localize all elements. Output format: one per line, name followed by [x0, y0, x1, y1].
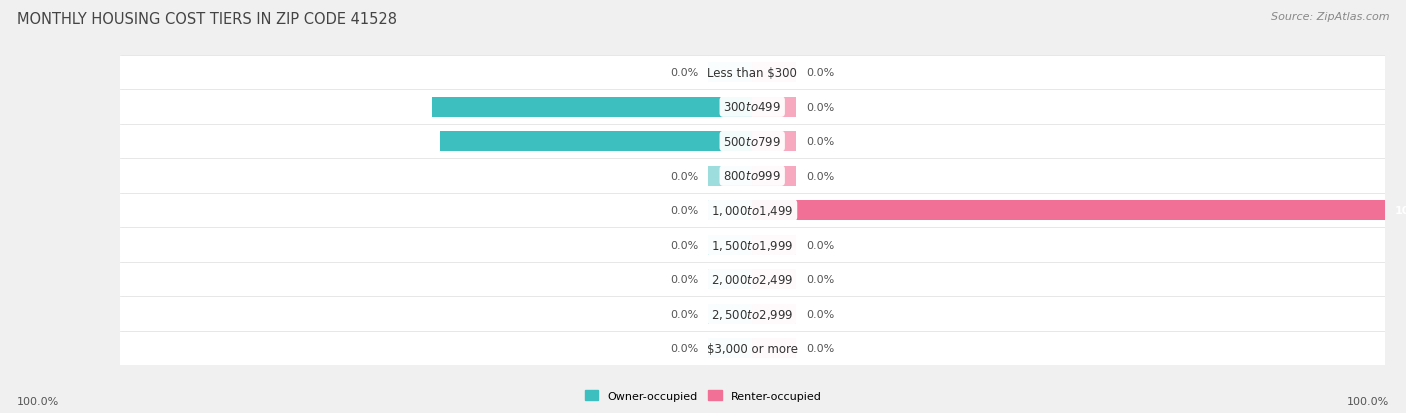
Text: 0.0%: 0.0%: [671, 309, 699, 319]
Text: 0.0%: 0.0%: [671, 206, 699, 216]
FancyBboxPatch shape: [120, 331, 1385, 366]
Text: 100.0%: 100.0%: [17, 396, 59, 406]
Text: $2,500 to $2,999: $2,500 to $2,999: [711, 307, 793, 321]
Bar: [709, 235, 752, 255]
Text: 0.0%: 0.0%: [806, 309, 834, 319]
Text: $300 to $499: $300 to $499: [723, 101, 782, 114]
Bar: [709, 304, 752, 324]
Text: 0.0%: 0.0%: [806, 137, 834, 147]
Text: 0.0%: 0.0%: [806, 240, 834, 250]
Bar: [752, 63, 796, 83]
FancyBboxPatch shape: [120, 125, 1385, 159]
Bar: [432, 97, 752, 117]
FancyBboxPatch shape: [120, 193, 1385, 228]
Text: $2,000 to $2,499: $2,000 to $2,499: [711, 273, 793, 287]
Text: $1,500 to $1,999: $1,500 to $1,999: [711, 238, 793, 252]
Bar: [752, 235, 796, 255]
Text: 0.0%: 0.0%: [671, 343, 699, 353]
FancyBboxPatch shape: [120, 56, 1385, 90]
Text: $1,000 to $1,499: $1,000 to $1,499: [711, 204, 793, 218]
Bar: [752, 304, 796, 324]
Bar: [752, 132, 796, 152]
Text: MONTHLY HOUSING COST TIERS IN ZIP CODE 41528: MONTHLY HOUSING COST TIERS IN ZIP CODE 4…: [17, 12, 396, 27]
Legend: Owner-occupied, Renter-occupied: Owner-occupied, Renter-occupied: [581, 386, 825, 406]
Text: 0.0%: 0.0%: [806, 68, 834, 78]
Text: 0.0%: 0.0%: [671, 240, 699, 250]
Text: Source: ZipAtlas.com: Source: ZipAtlas.com: [1271, 12, 1389, 22]
Text: 50.6%: 50.6%: [384, 102, 423, 112]
Bar: [752, 97, 796, 117]
Bar: [752, 338, 796, 358]
Bar: [752, 201, 1385, 221]
Text: 0.0%: 0.0%: [806, 343, 834, 353]
Bar: [709, 338, 752, 358]
Text: 0.0%: 0.0%: [671, 275, 699, 285]
Bar: [440, 132, 752, 152]
FancyBboxPatch shape: [120, 262, 1385, 297]
Bar: [709, 270, 752, 290]
Text: $800 to $999: $800 to $999: [723, 170, 782, 183]
Text: 100.0%: 100.0%: [1347, 396, 1389, 406]
Text: 0.0%: 0.0%: [671, 68, 699, 78]
FancyBboxPatch shape: [120, 228, 1385, 262]
Bar: [709, 166, 752, 186]
Text: 0.0%: 0.0%: [806, 171, 834, 181]
Bar: [752, 166, 796, 186]
Bar: [709, 63, 752, 83]
Bar: [709, 201, 752, 221]
Text: 0.0%: 0.0%: [806, 275, 834, 285]
Text: 0.0%: 0.0%: [806, 102, 834, 112]
Text: 49.4%: 49.4%: [391, 137, 430, 147]
FancyBboxPatch shape: [120, 159, 1385, 193]
Text: $3,000 or more: $3,000 or more: [707, 342, 797, 355]
Text: $500 to $799: $500 to $799: [723, 135, 782, 148]
Bar: [752, 270, 796, 290]
Text: 100.0%: 100.0%: [1395, 206, 1406, 216]
FancyBboxPatch shape: [120, 297, 1385, 331]
FancyBboxPatch shape: [120, 90, 1385, 125]
Text: Less than $300: Less than $300: [707, 66, 797, 79]
Text: 0.0%: 0.0%: [671, 171, 699, 181]
